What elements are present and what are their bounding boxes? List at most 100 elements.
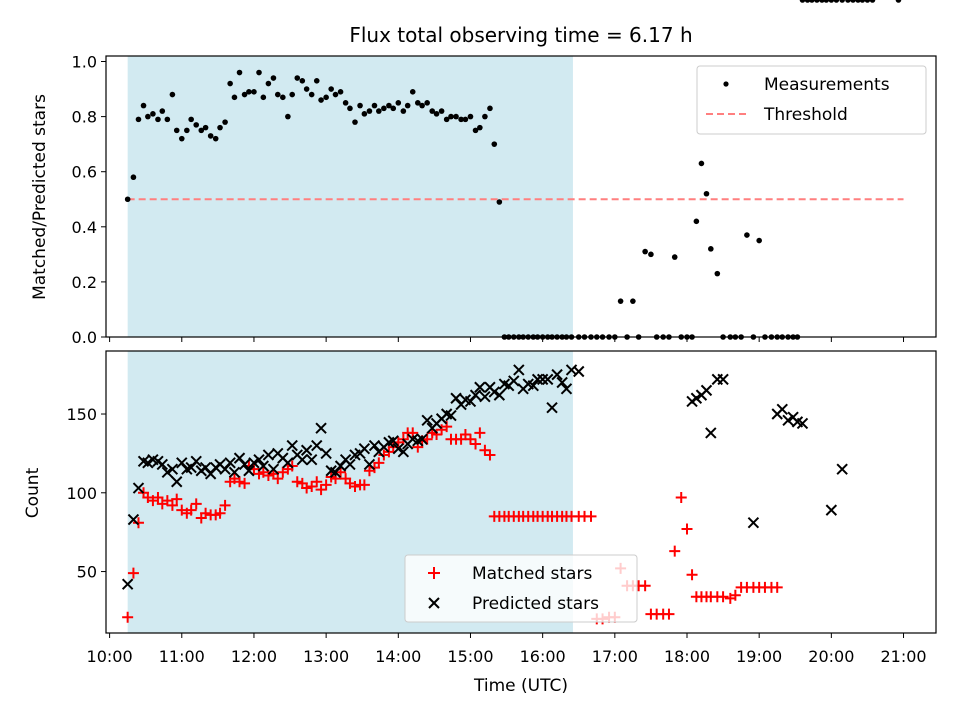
measurement-point xyxy=(159,108,166,114)
predicted-star-point xyxy=(796,417,809,430)
matched-star-point xyxy=(122,611,134,623)
measurement-point xyxy=(433,111,440,117)
matched-star-point xyxy=(306,480,318,492)
measurement-point xyxy=(864,0,871,3)
legend-measurements-marker xyxy=(723,81,729,87)
bottom-y-axis: 50 100 150 xyxy=(66,405,106,582)
matched-star-point xyxy=(152,492,164,504)
measurement-point xyxy=(246,89,252,95)
top-plot-frame xyxy=(105,55,937,338)
predicted-star-point xyxy=(488,386,501,398)
measurement-point xyxy=(178,135,185,142)
x-tick-label: 19:00 xyxy=(736,647,782,666)
measurement-point xyxy=(231,94,238,101)
matched-star-point xyxy=(729,589,741,601)
measurement-point xyxy=(328,86,334,92)
matched-star-point xyxy=(291,476,303,488)
predicted-star-point xyxy=(132,482,145,494)
matched-star-point xyxy=(185,504,197,516)
predicted-star-point xyxy=(747,517,760,529)
bottom-legend: Matched stars Predicted stars xyxy=(404,554,638,623)
matched-star-point xyxy=(663,608,675,620)
measurement-point xyxy=(833,0,840,3)
measurement-point xyxy=(357,102,363,109)
measurement-point xyxy=(155,116,161,123)
measurement-point xyxy=(828,0,835,3)
top-y-tick-label: 0.8 xyxy=(72,108,97,127)
x-tick-label: 16:00 xyxy=(520,647,566,666)
measurement-point xyxy=(274,91,281,98)
matched-star-point xyxy=(190,498,202,510)
measurement-point xyxy=(130,174,137,181)
measurement-point xyxy=(617,298,624,304)
top-y-axis: 0.0 0.2 0.4 0.6 0.8 1.0 xyxy=(72,53,106,347)
measurement-point xyxy=(642,248,648,255)
predicted-star-point xyxy=(228,466,241,479)
measurement-point xyxy=(289,91,296,98)
top-x-ticks xyxy=(109,337,905,342)
predicted-star-point xyxy=(392,442,405,455)
predicted-star-point xyxy=(690,392,703,404)
bottom-y-tick-label: 100 xyxy=(66,484,97,503)
predicted-star-point xyxy=(387,435,399,447)
measurement-point xyxy=(145,113,151,120)
predicted-star-point xyxy=(421,414,433,427)
measurement-point xyxy=(270,75,277,81)
matched-star-point xyxy=(214,507,226,519)
measurement-point xyxy=(845,0,851,3)
measurement-point xyxy=(299,77,306,84)
measurement-point xyxy=(855,0,861,3)
top-marks xyxy=(124,0,904,340)
bottom-marks xyxy=(121,365,848,625)
measurement-point xyxy=(207,133,214,139)
predicted-star-point xyxy=(305,453,318,466)
predicted-star-point xyxy=(121,578,134,590)
measurement-point xyxy=(323,94,329,101)
measurement-point xyxy=(744,232,750,238)
matched-star-point xyxy=(585,510,597,522)
predicted-star-point xyxy=(776,403,788,415)
matched-star-point xyxy=(272,473,284,485)
predicted-star-point xyxy=(508,375,520,387)
measurement-point xyxy=(809,0,815,3)
predicted-star-point xyxy=(469,389,482,401)
matched-star-point xyxy=(771,581,783,593)
measurement-point xyxy=(448,113,454,120)
measurement-point xyxy=(395,100,402,106)
predicted-star-point xyxy=(300,444,313,456)
predicted-star-point xyxy=(243,465,255,477)
predicted-star-point xyxy=(238,458,251,471)
matched-star-point xyxy=(484,449,496,461)
bottom-legend-box xyxy=(404,554,638,623)
predicted-star-point xyxy=(142,457,154,469)
measurement-point xyxy=(150,111,156,117)
predicted-star-point xyxy=(527,379,539,392)
predicted-star-point xyxy=(825,504,838,516)
measurement-point xyxy=(256,69,262,76)
matched-star-point xyxy=(686,569,698,581)
predicted-star-point xyxy=(416,433,428,445)
predicted-star-point xyxy=(573,365,585,378)
matched-star-point xyxy=(349,480,361,492)
predicted-star-point xyxy=(224,457,236,469)
matched-star-point xyxy=(459,428,471,440)
predicted-star-point xyxy=(190,455,202,467)
legend-matched-marker xyxy=(428,567,440,579)
measurement-point xyxy=(477,124,483,131)
measurement-point xyxy=(850,0,856,3)
measurement-point xyxy=(347,105,353,112)
measurement-point xyxy=(400,108,407,114)
legend-predicted-marker xyxy=(428,597,440,609)
measurement-point xyxy=(173,127,180,134)
measurement-point xyxy=(371,102,378,109)
measurement-point xyxy=(337,89,344,95)
measurement-point xyxy=(260,94,267,101)
x-tick-label: 14:00 xyxy=(375,647,421,666)
measurement-point xyxy=(227,80,233,87)
predicted-star-point xyxy=(445,409,457,422)
predicted-star-point xyxy=(479,390,491,403)
measurement-point xyxy=(859,0,866,3)
matched-star-point xyxy=(431,428,443,440)
measurement-point xyxy=(648,251,654,258)
measurement-point xyxy=(332,91,339,98)
